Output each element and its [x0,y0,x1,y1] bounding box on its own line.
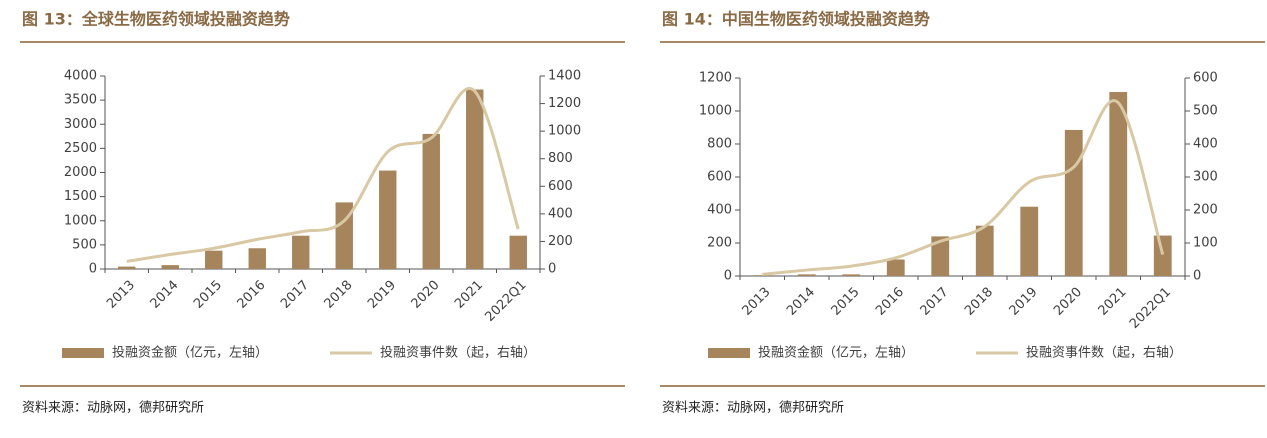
bar [1064,129,1083,276]
y2-tick-label: 100 [1193,236,1218,251]
x-tick-label: 2019 [1007,285,1041,319]
y2-tick-label: 0 [548,262,556,277]
x-tick-label: 2020 [409,278,443,312]
source: 资料来源：动脉网，德邦研究所 [662,401,844,416]
y2-tick-label: 1200 [548,96,581,111]
bar [975,225,994,276]
y-tick-label: 1200 [699,71,732,86]
y-tick-label: 1000 [699,104,732,119]
x-tick-label: 2013 [104,278,138,312]
y-tick-label: 2000 [64,165,97,180]
y-tick-label: 0 [724,269,732,284]
y-tick-label: 1000 [64,213,97,228]
y2-tick-label: 400 [548,206,573,221]
y-tick-label: 400 [707,203,732,218]
x-tick-label: 2015 [191,278,225,312]
y2-tick-label: 400 [1193,137,1218,152]
legend-swatch [62,348,104,358]
y2-tick-label: 500 [1193,104,1218,119]
legend-label: 投融资事件数（起，右轴） [380,345,536,361]
bar [292,235,310,269]
y-tick-label: 0 [89,262,97,277]
bar [379,170,397,269]
x-tick-label: 2013 [740,285,774,319]
legend-label: 投融资金额（亿元，左轴） [112,345,268,361]
chart-panel: 图 13：全球生物医药领域投融资趋势0500100015002000250030… [20,10,625,416]
y-tick-label: 600 [707,170,732,185]
x-tick-label: 2017 [278,278,312,312]
x-tick-label: 2018 [322,278,356,312]
y-tick-label: 2500 [64,141,97,156]
x-tick-label: 2014 [784,285,818,319]
bar [1153,235,1172,276]
x-tick-label: 2022Q1 [1127,285,1174,332]
y2-tick-label: 1000 [548,124,581,139]
y2-tick-label: 1400 [548,69,581,84]
x-tick-label: 2021 [1096,285,1130,319]
y-tick-label: 800 [707,137,732,152]
bar [509,235,527,269]
x-tick-label: 2022Q1 [482,278,529,325]
y-tick-label: 3000 [64,117,97,132]
chart-title: 图 13：全球生物医药领域投融资趋势 [22,10,290,29]
bar [161,265,179,269]
bar [842,274,861,276]
x-tick-label: 2019 [365,278,399,312]
x-tick-label: 2016 [235,278,269,312]
y-tick-label: 200 [707,236,732,251]
y2-tick-label: 600 [548,179,573,194]
source: 资料来源：动脉网，德邦研究所 [22,401,204,416]
bar [797,274,816,276]
bar [422,133,440,269]
y2-tick-label: 300 [1193,170,1218,185]
legend-label: 投融资事件数（起，右轴） [1026,345,1182,361]
y2-tick-label: 200 [1193,203,1218,218]
chart-panel: 图 14：中国生物医药领域投融资趋势 0 200 400 600 800 1000 1200 0… [660,10,1265,416]
bar [335,202,353,269]
x-tick-label: 2018 [962,285,996,319]
x-tick-label: 2017 [918,285,952,319]
bar [1020,206,1039,276]
bar [118,266,136,269]
line [762,99,1165,276]
x-tick-label: 2016 [873,285,907,319]
legend-swatch [708,348,750,358]
y2-tick-label: 0 [1193,269,1201,284]
x-tick-label: 2020 [1051,285,1085,319]
y-tick-label: 500 [72,237,97,252]
y-tick-label: 1500 [64,189,97,204]
x-tick-label: 2014 [148,278,182,312]
y-tick-label: 4000 [64,69,97,84]
y2-tick-label: 600 [1193,71,1218,86]
x-tick-label: 2021 [452,278,486,312]
bar [753,275,772,276]
y-tick-label: 3500 [64,93,97,108]
bar [248,248,266,269]
bar [931,236,950,276]
legend-label: 投融资金额（亿元，左轴） [758,345,914,361]
line [126,87,520,263]
bar [466,89,484,269]
bar [886,259,905,276]
y2-tick-label: 800 [548,151,573,166]
chart-title: 图 14：中国生物医药领域投融资趋势 [662,10,930,29]
bar [1109,92,1128,277]
bar [205,250,223,269]
y2-tick-label: 200 [548,234,573,249]
x-tick-label: 2015 [829,285,863,319]
